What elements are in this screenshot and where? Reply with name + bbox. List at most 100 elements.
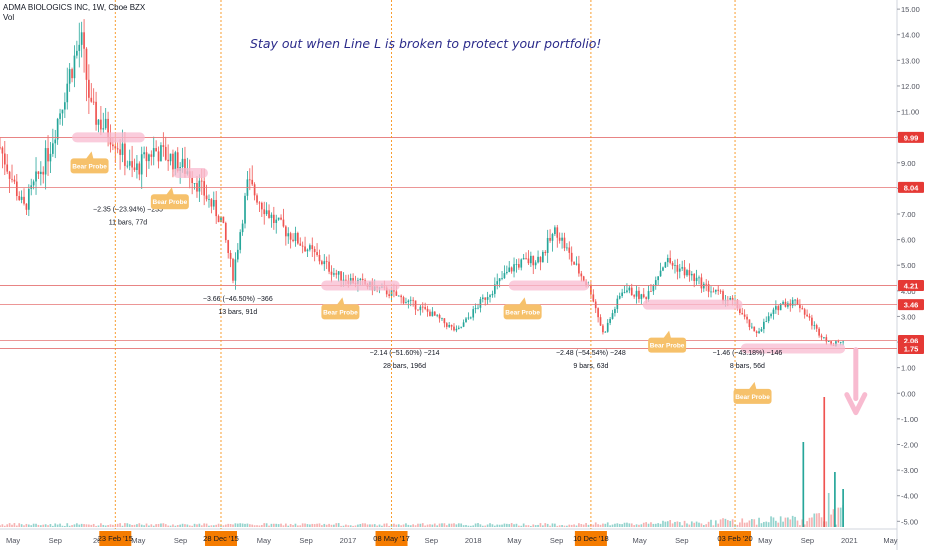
candle-body <box>184 158 186 174</box>
volume-bar <box>811 517 813 527</box>
candle-body <box>465 318 467 323</box>
volume-bar <box>292 525 294 527</box>
volume-bar <box>15 525 18 527</box>
x-tick-label: Sep <box>174 536 187 545</box>
resistance-zone <box>72 132 145 143</box>
volume-bar <box>429 524 431 527</box>
candle-body <box>714 289 717 292</box>
candle-body <box>256 195 258 203</box>
volume-bar <box>412 524 414 527</box>
candle-body <box>460 326 463 328</box>
volume-bar <box>388 525 390 527</box>
volume-bar <box>702 525 705 527</box>
candle-body <box>775 306 777 310</box>
volume-bar <box>664 521 667 527</box>
y-tick-label: 4.00 <box>901 287 916 296</box>
candle-body <box>405 302 407 304</box>
volume-bar <box>484 525 487 527</box>
candle-body <box>104 118 107 129</box>
volume-bar <box>700 523 703 527</box>
volume-bar <box>815 513 818 527</box>
candle-body <box>813 325 816 326</box>
volume-bar <box>690 521 693 527</box>
candle-body <box>128 161 131 166</box>
candle-body <box>719 290 722 292</box>
volume-bar <box>743 522 746 527</box>
volume-bar <box>316 523 318 527</box>
volume-bar <box>457 523 460 527</box>
measurement-bars: 11 bars, 77d <box>109 219 148 226</box>
volume-bar <box>287 525 290 527</box>
candle-body <box>42 171 45 175</box>
volume-bar <box>78 524 81 527</box>
volume-spike <box>823 397 826 527</box>
y-tick-label: -4.00 <box>901 492 918 501</box>
candle-body <box>566 247 568 249</box>
volume-bar <box>107 525 109 527</box>
candle-body <box>407 300 410 303</box>
candle-body <box>138 163 141 175</box>
volume-bar <box>232 524 234 527</box>
price-level-label: 2.06 <box>904 337 919 346</box>
candle-body <box>15 181 18 197</box>
candle-body <box>462 322 465 327</box>
volume-bar <box>18 523 21 527</box>
date-tag <box>574 531 607 546</box>
volume-bar <box>705 524 708 527</box>
candle-body <box>741 312 744 315</box>
volume-bar <box>210 525 213 527</box>
volume-bar <box>304 523 306 527</box>
volume-bar <box>698 522 700 527</box>
volume-bar <box>371 524 374 527</box>
volume-bar <box>361 523 364 527</box>
candle-body <box>808 316 811 318</box>
candle-body <box>707 284 710 292</box>
volume-bar <box>71 525 73 527</box>
y-tick-label: 3.00 <box>901 312 916 321</box>
candle-body <box>220 216 222 223</box>
volume-bar <box>112 524 114 527</box>
candle-body <box>618 295 621 299</box>
candle-body <box>260 202 263 210</box>
x-tick-label: May <box>257 536 271 545</box>
measurement-change: −2.14 (−51.60%) −214 <box>370 350 440 357</box>
candle-body <box>758 331 760 334</box>
candle-body <box>59 113 61 119</box>
volume-bar <box>164 524 167 527</box>
candle-body <box>200 180 203 182</box>
candle-body <box>395 291 398 296</box>
volume-bar <box>172 524 174 527</box>
volume-bar <box>402 524 405 527</box>
volume-bar <box>104 525 107 527</box>
candle-body <box>20 196 23 200</box>
candle-body <box>426 308 429 312</box>
chart-annotation-text: Stay out when Line L is broken to protec… <box>250 36 602 51</box>
candle-body <box>842 341 844 343</box>
candle-body <box>311 245 314 249</box>
volume-bar <box>623 522 626 527</box>
volume-bar <box>100 523 102 527</box>
candle-body <box>167 159 169 162</box>
volume-bar <box>66 523 69 527</box>
volume-bar <box>32 523 35 527</box>
resistance-zone <box>740 343 846 354</box>
candle-body <box>174 152 177 170</box>
candle-body <box>779 303 782 311</box>
volume-bar <box>131 524 133 527</box>
volume-bar <box>640 524 643 527</box>
volume-bar <box>359 523 362 527</box>
candle-body <box>412 299 414 301</box>
candle-body <box>558 237 561 241</box>
candle-body <box>604 331 607 333</box>
volume-bar <box>710 519 712 527</box>
candle-body <box>755 331 758 334</box>
volume-bar <box>30 525 33 527</box>
candle-body <box>772 309 775 315</box>
candle-body <box>361 278 364 281</box>
candle-body <box>628 287 631 291</box>
candle-body <box>107 118 109 138</box>
candle-body <box>133 167 136 170</box>
volume-bar <box>37 524 40 527</box>
